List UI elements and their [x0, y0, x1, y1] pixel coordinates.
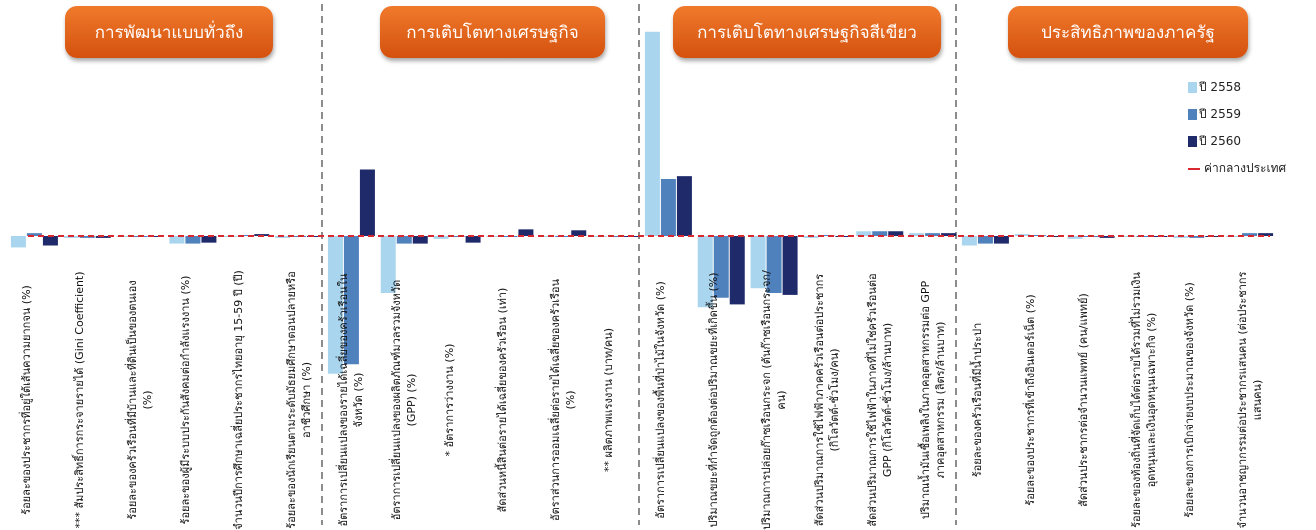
x-tick-label: ร้อยละของประชากรที่เข้าถึงอินเตอร์เน็ต (…: [1024, 294, 1038, 506]
legend-swatch-2560: [1188, 136, 1197, 147]
x-tick-label: ร้อยละของนักเรียนตามระดับมัธยมศึกษาตอนปล…: [284, 271, 313, 529]
bar-1-4: [169, 236, 185, 244]
group-header-economic-growth: การเติบโตทางเศรษฐกิจ: [380, 6, 605, 58]
bar-1-17: [856, 231, 872, 236]
legend-item-2559: ปี 2559: [1188, 101, 1312, 128]
bar-3-17: [888, 231, 904, 236]
bar-3-13: [676, 176, 692, 236]
legend-item-2560: ปี 2560: [1188, 128, 1312, 155]
bar-2-15: [766, 236, 782, 293]
bar-3-19: [993, 236, 1009, 244]
x-tick-label: อัตราการเปลี่ยนแปลงของพื้นที่ป่าไม้ในจัง…: [654, 281, 668, 519]
x-tick-label: ** ผลิตภาพแรงงาน (บาท/คน): [601, 328, 615, 473]
bar-2-7: [343, 236, 359, 365]
x-tick-label: ปริมาณการปล่อยก๊าซเรือนกระจก (ตันก๊าซเรื…: [760, 270, 789, 530]
group-header-label: ประสิทธิภาพของภาครัฐ: [1041, 22, 1215, 43]
bar-3-6: [307, 236, 323, 237]
bar-2-19: [977, 236, 993, 244]
group-header-label: การเติบโตทางเศรษฐกิจ: [406, 22, 579, 43]
bar-2-18: [925, 233, 941, 236]
x-tick-label: อัตราส่วนการออมเฉลี่ยต่อรายได้เฉลี่ยของค…: [548, 278, 577, 522]
bar-1-15: [750, 236, 766, 289]
x-tick-label: ร้อยละของการเบิกจ่ายงบประมาณของจังหวัด (…: [1182, 282, 1196, 518]
bar-3-1: [42, 236, 58, 246]
x-tick-label: ปริมาณขยะที่กำจัดถูกต้องต่อปริมาณขยะที่เ…: [707, 272, 721, 528]
x-tick-label: อัตราการเปลี่ยนแปลงของรายได้เฉลี่ยของครั…: [337, 273, 366, 527]
bar-2-9: [449, 236, 465, 237]
x-tick-label: * อัตราการว่างงาน (%): [443, 343, 457, 457]
bar-1-8: [380, 236, 396, 293]
bar-2-1: [26, 233, 42, 236]
x-tick-label: ร้อยละของท้องถิ่นที่จัดเก็บได้ต่อรายได้ร…: [1129, 272, 1158, 528]
bar-1-21: [1067, 236, 1083, 239]
bar-2-12: [608, 236, 624, 237]
legend-swatch-2559: [1188, 109, 1197, 120]
bar-1-7: [327, 236, 343, 374]
x-tick-label: สัดส่วนปริมาณการใช้ไฟฟ้าภาคครัวเรือนต่อป…: [812, 273, 841, 527]
group-header-label: การเติบโตทางเศรษฐกิจสีเขียว: [697, 22, 917, 43]
legend-swatch-reference: [1188, 167, 1200, 170]
bar-3-11: [571, 230, 587, 236]
x-tick-label: ร้อยละของครัวเรือนที่มีน้ำประปา: [971, 322, 985, 478]
bar-3-21: [1099, 236, 1115, 238]
bar-3-20: [1046, 236, 1062, 237]
bar-1-11: [539, 236, 555, 237]
bar-2-16: [819, 235, 835, 237]
bar-2-5: [238, 235, 254, 237]
bar-2-23: [1189, 236, 1205, 238]
group-header-public-efficiency: ประสิทธิภาพของภาครัฐ: [1008, 6, 1248, 58]
bar-3-24: [1258, 233, 1274, 236]
x-tick-label: จำนวนปีการศึกษาเฉลี่ยประชากรไทยอายุ 15-5…: [231, 270, 245, 530]
bar-3-7: [359, 169, 375, 236]
x-tick-label: สัดส่วนปริมาณการใช้ไฟฟ้าในภาคที่ไม่ใช่คร…: [865, 273, 894, 527]
bar-1-22: [1120, 236, 1136, 237]
legend-label-2558: ปี 2558: [1199, 80, 1241, 94]
group-header-label: การพัฒนาแบบทั่วถึง: [94, 22, 244, 43]
x-tick-label: ร้อยละของผู้มีระบบประกันสังคมต่อกำลังแรง…: [178, 275, 192, 525]
chart-legend: ปี 2558 ปี 2559 ปี 2560 ค่ากลางประเทศ: [1188, 74, 1312, 182]
bar-2-4: [185, 236, 201, 244]
legend-item-2558: ปี 2558: [1188, 74, 1312, 101]
bar-1-13: [644, 31, 660, 236]
legend-label-2560: ปี 2560: [1199, 134, 1241, 148]
bar-3-18: [941, 233, 957, 236]
bar-1-19: [961, 236, 977, 246]
x-tick-label: ร้อยละของประชากรที่อยู่ใต้เส้นความยากจน …: [20, 285, 34, 515]
bar-3-9: [465, 236, 481, 243]
bar-2-14: [713, 236, 729, 298]
bar-3-4: [201, 236, 217, 243]
bar-3-15: [782, 236, 798, 295]
x-tick-label: สัดส่วนประชากรต่อจำนวนแพทย์ (คน/แพทย์): [1077, 293, 1091, 507]
legend-label-reference: ค่ากลางประเทศ: [1204, 161, 1287, 175]
group-header-inclusive-development: การพัฒนาแบบทั่วถึง: [65, 6, 273, 58]
x-tick-label: ปริมาณน้ำมันเชื้อเพลิงในภาคอุตสาหกรรมต่อ…: [918, 280, 947, 520]
bar-2-8: [396, 236, 412, 244]
bar-3-14: [729, 236, 745, 305]
x-tick-label: สัดส่วนหนี้สินต่อรายได้เฉลี่ยของครัวเรือ…: [495, 287, 509, 513]
bar-1-18: [909, 233, 925, 236]
legend-label-2559: ปี 2559: [1199, 107, 1241, 121]
bar-1-1: [10, 236, 26, 248]
x-tick-label: จำนวนอาชญากรรมต่อประชากรแสนคน (ต่อประชาก…: [1235, 271, 1264, 529]
legend-swatch-2558: [1188, 82, 1197, 93]
bar-3-3: [148, 236, 164, 237]
bar-2-13: [660, 179, 676, 236]
bar-1-3: [116, 236, 132, 237]
bar-2-2: [79, 236, 95, 238]
bar-2-24: [1242, 233, 1258, 236]
bar-3-10: [518, 229, 534, 236]
bar-1-9: [433, 236, 449, 239]
x-tick-label: อัตราการเปลี่ยนแปลงของผลิตภัณฑ์มวลรวมจัง…: [390, 279, 419, 521]
bar-3-8: [412, 236, 428, 244]
bar-1-14: [697, 236, 713, 308]
legend-item-reference: ค่ากลางประเทศ: [1188, 155, 1312, 182]
group-header-green-growth: การเติบโตทางเศรษฐกิจสีเขียว: [673, 6, 941, 58]
x-tick-label: ร้อยละของครัวเรือนที่มีบ้านและที่ดินเป็น…: [126, 280, 155, 520]
bar-2-17: [872, 231, 888, 236]
x-tick-label: *** สัมประสิทธิ์การกระจายรายได้ (Gini Co…: [73, 271, 87, 529]
